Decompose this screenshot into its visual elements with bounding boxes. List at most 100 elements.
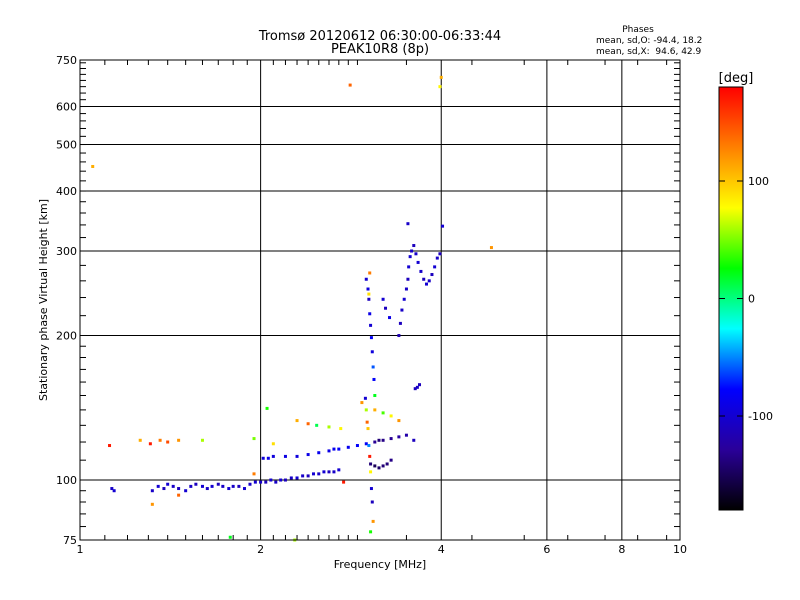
data-point xyxy=(265,406,269,410)
data-point xyxy=(253,480,257,484)
data-point xyxy=(138,438,142,442)
data-point xyxy=(108,444,112,448)
data-point xyxy=(189,484,193,488)
phase-stats-o: mean, sd,O: -94.4, 18.2 xyxy=(596,36,702,46)
data-point xyxy=(433,265,437,269)
data-point xyxy=(369,487,373,491)
data-point xyxy=(412,244,416,248)
data-point xyxy=(342,480,346,484)
data-point xyxy=(261,456,265,460)
data-point xyxy=(177,487,181,491)
data-point xyxy=(408,255,412,259)
data-point xyxy=(412,438,416,442)
data-point xyxy=(441,224,445,228)
data-point xyxy=(364,442,368,446)
data-point xyxy=(366,287,370,291)
data-point xyxy=(315,423,319,427)
data-point xyxy=(370,350,374,354)
data-point xyxy=(221,484,225,488)
x-tick-labels: 1 2 4 6 8 10 xyxy=(77,543,688,556)
y-tick-label: 500 xyxy=(56,139,77,152)
colorbar-tick-label: -100 xyxy=(748,410,773,423)
data-point xyxy=(306,453,310,457)
x-axis-label: Frequency [MHz] xyxy=(334,558,426,571)
data-point xyxy=(327,449,331,453)
data-point xyxy=(364,277,368,281)
data-point xyxy=(427,279,431,283)
data-point xyxy=(489,246,493,250)
y-tick-label: 200 xyxy=(56,330,77,343)
data-point xyxy=(311,472,315,476)
data-point xyxy=(166,482,170,486)
data-point xyxy=(424,282,428,286)
plot-frame xyxy=(79,59,681,541)
data-point xyxy=(373,440,377,444)
chart-title: Tromsø 20120612 06:30:00-06:33:44 xyxy=(258,29,501,44)
y-tick-label: 400 xyxy=(56,185,77,198)
data-point xyxy=(332,470,336,474)
data-point xyxy=(112,489,116,493)
data-point xyxy=(337,468,341,472)
colorbar-label: [deg] xyxy=(719,71,754,86)
data-point xyxy=(317,472,321,476)
chart-subtitle: PEAK10R8 (8p) xyxy=(331,42,429,57)
data-point xyxy=(373,394,377,398)
data-point xyxy=(177,438,181,442)
colorbar-ticks: 100 0 -100 xyxy=(719,175,773,423)
data-point xyxy=(242,487,246,491)
data-point xyxy=(266,456,270,460)
data-point xyxy=(381,438,385,442)
data-point xyxy=(389,458,393,462)
data-point xyxy=(369,323,373,327)
x-tick-label: 6 xyxy=(543,543,550,556)
data-point xyxy=(369,462,373,466)
data-point xyxy=(381,297,385,301)
data-point xyxy=(148,442,152,446)
y-tick-label: 750 xyxy=(56,54,77,67)
data-point xyxy=(404,433,408,437)
data-point xyxy=(248,482,252,486)
data-point xyxy=(283,454,287,458)
data-point xyxy=(369,336,373,340)
data-point xyxy=(216,482,220,486)
data-point xyxy=(346,445,350,449)
data-point xyxy=(416,260,420,264)
y-tick-label: 75 xyxy=(63,534,77,547)
data-point xyxy=(158,438,162,442)
data-point xyxy=(373,464,377,468)
data-point xyxy=(397,419,401,423)
data-point xyxy=(388,316,392,320)
data-point xyxy=(271,454,275,458)
data-point xyxy=(384,306,388,310)
data-point xyxy=(398,321,402,325)
x-tick-label: 4 xyxy=(438,543,445,556)
data-point xyxy=(295,419,299,423)
phase-stats: Phases mean, sd,O: -94.4, 18.2 mean, sd,… xyxy=(596,25,702,57)
data-point xyxy=(269,478,273,482)
data-point xyxy=(407,265,411,269)
data-point xyxy=(406,277,410,281)
data-point xyxy=(381,411,385,415)
x-tick-label: 8 xyxy=(618,543,625,556)
data-point xyxy=(373,408,377,412)
data-point xyxy=(400,308,404,312)
data-point xyxy=(414,252,418,256)
data-point xyxy=(370,500,374,504)
data-point xyxy=(418,383,422,387)
colorbar-tick-label: 0 xyxy=(748,293,755,306)
data-point xyxy=(205,487,209,491)
data-point xyxy=(271,442,275,446)
data-point xyxy=(389,437,393,441)
data-point xyxy=(415,385,419,389)
data-point xyxy=(438,85,442,89)
data-point xyxy=(367,297,371,301)
data-point xyxy=(150,502,154,506)
data-point xyxy=(231,484,235,488)
data-point xyxy=(283,478,287,482)
data-point xyxy=(366,427,370,431)
data-point xyxy=(402,297,406,301)
data-point xyxy=(397,435,401,439)
x-tick-label: 10 xyxy=(673,543,687,556)
data-point xyxy=(252,437,256,441)
data-point xyxy=(306,474,310,478)
